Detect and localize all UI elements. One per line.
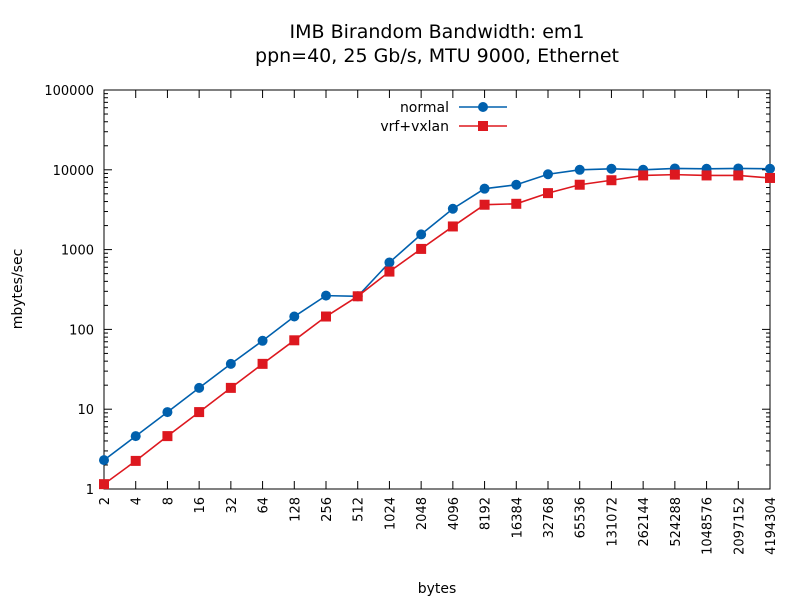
- y-tick-label: 1: [86, 483, 94, 498]
- x-tick-label: 524288: [669, 497, 684, 547]
- chart-title-line-2: ppn=40, 25 Gb/s, MTU 9000, Ethernet: [255, 45, 619, 67]
- data-point-normal: [384, 257, 395, 268]
- legend-label-normal: normal: [400, 100, 449, 116]
- x-tick-label: 1024: [383, 497, 398, 530]
- data-point-normal: [511, 179, 522, 190]
- data-point-normal: [543, 169, 553, 180]
- data-point-vrf-vxlan: [765, 172, 775, 183]
- y-tick-label: 1000: [61, 244, 94, 259]
- series-layer: [99, 163, 775, 490]
- data-point-normal: [257, 335, 268, 346]
- data-point-normal: [765, 163, 775, 174]
- y-tick-label: 10: [77, 403, 94, 418]
- x-tick-label: 4194304: [764, 497, 779, 555]
- x-tick-label: 16384: [510, 497, 525, 538]
- data-point-normal: [321, 290, 331, 301]
- data-point-normal: [479, 183, 490, 194]
- x-tick-label: 32: [225, 497, 240, 514]
- data-point-normal: [574, 164, 585, 175]
- data-point-normal: [289, 311, 300, 322]
- x-tick-label: 2048: [415, 497, 430, 530]
- data-point-vrf-vxlan: [669, 169, 680, 180]
- data-point-normal: [606, 163, 617, 174]
- data-point-vrf-vxlan: [257, 358, 268, 369]
- data-point-vrf-vxlan: [606, 175, 617, 186]
- y-axis: 1 10 100 1000 10000 100000: [44, 84, 770, 498]
- x-tick-label: 64: [257, 497, 272, 514]
- x-tick-label: 2097152: [732, 497, 747, 555]
- x-tick-label: 4096: [447, 497, 462, 530]
- data-point-normal: [130, 431, 141, 442]
- x-tick-label: 256: [320, 497, 335, 522]
- x-tick-label: 131072: [605, 497, 620, 547]
- data-point-normal: [194, 382, 205, 393]
- y-tick-label: 100: [69, 323, 94, 338]
- data-point-normal: [99, 455, 109, 466]
- data-point-normal: [416, 229, 427, 240]
- x-axis-label: bytes: [418, 581, 457, 597]
- series-line-vrf-vxlan: [103, 173, 771, 485]
- x-axis: 2 4 8 16 32 64 128 256 512 1024 2048 4096 8192 16384 3…: [98, 90, 779, 555]
- series-line-normal: [103, 167, 771, 461]
- x-tick-label: 4: [130, 497, 145, 505]
- data-point-normal: [225, 358, 236, 369]
- y-tick-label: 10000: [53, 164, 94, 179]
- data-point-vrf-vxlan: [733, 170, 744, 181]
- data-point-normal: [447, 203, 458, 214]
- data-point-vrf-vxlan: [638, 170, 649, 181]
- data-point-vrf-vxlan: [162, 431, 173, 442]
- data-point-vrf-vxlan: [352, 291, 363, 302]
- data-point-vrf-vxlan: [225, 382, 236, 393]
- data-point-vrf-vxlan: [574, 179, 585, 190]
- data-point-vrf-vxlan: [384, 266, 395, 277]
- x-tick-label: 512: [352, 497, 367, 522]
- data-point-vrf-vxlan: [289, 335, 300, 346]
- x-tick-label: 1048576: [701, 497, 716, 555]
- y-tick-label: 100000: [44, 84, 94, 99]
- data-point-vrf-vxlan: [99, 479, 109, 490]
- x-tick-label: 128: [288, 497, 303, 522]
- chart-title-line-1: IMB Birandom Bandwidth: em1: [290, 21, 585, 43]
- legend: normal vrf+vxlan: [380, 100, 507, 135]
- y-axis-label: mbytes/sec: [10, 249, 26, 330]
- data-point-normal: [162, 407, 173, 418]
- data-point-vrf-vxlan: [416, 243, 427, 254]
- data-point-vrf-vxlan: [194, 407, 205, 418]
- x-tick-label: 8: [161, 497, 176, 505]
- x-tick-label: 65536: [574, 497, 589, 538]
- data-point-vrf-vxlan: [321, 311, 331, 322]
- x-tick-label: 32768: [542, 497, 557, 538]
- legend-marker-normal: [478, 102, 488, 112]
- legend-marker-vrf-vxlan: [478, 121, 488, 131]
- x-tick-label: 8192: [479, 497, 494, 530]
- data-point-vrf-vxlan: [447, 221, 458, 232]
- data-point-vrf-vxlan: [543, 188, 553, 199]
- x-tick-label: 2: [98, 497, 113, 505]
- data-point-vrf-vxlan: [701, 170, 712, 181]
- x-tick-label: 16: [193, 497, 208, 514]
- x-tick-label: 262144: [637, 497, 652, 547]
- legend-label-vrf-vxlan: vrf+vxlan: [380, 119, 449, 135]
- data-point-vrf-vxlan: [511, 198, 522, 209]
- data-point-vrf-vxlan: [479, 199, 490, 210]
- data-point-vrf-vxlan: [130, 455, 141, 466]
- plot-frame: [103, 89, 771, 490]
